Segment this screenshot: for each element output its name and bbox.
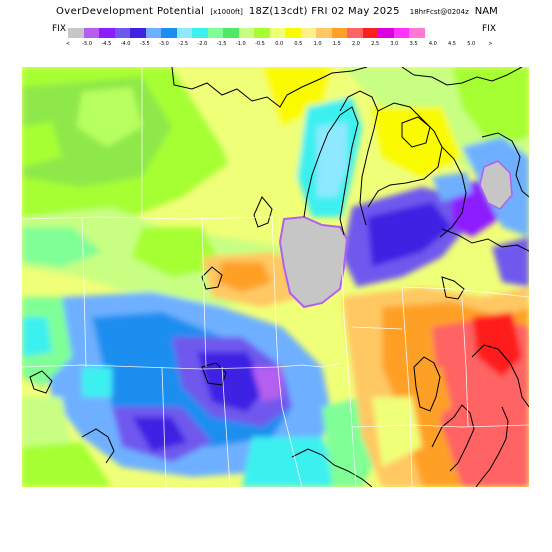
scale-tick-label: <: [65, 41, 71, 47]
scale-tick-label: -0.5: [255, 41, 265, 47]
scale-tick-label: 1.5: [332, 41, 341, 47]
product-name: OverDevelopment Potential: [56, 6, 205, 17]
scale-swatch: [362, 28, 378, 38]
scale-tick-label: -3.5: [139, 41, 150, 47]
scale-tick-label: 5.0: [467, 41, 476, 47]
forecast-hour: 18hrFcst@0204z: [409, 8, 469, 16]
scale-tick-label: 0.0: [275, 41, 284, 47]
map-title: OverDevelopment Potential [x1000ft] 18Z(…: [0, 6, 552, 20]
scale-tick-label: -3.0: [159, 41, 169, 47]
fix-label-right: FIX: [482, 24, 496, 34]
scale-tick-label: 4.5: [448, 41, 456, 47]
scale-swatch: [68, 28, 84, 38]
scale-swatch: [207, 28, 223, 38]
color-scale-ticks: < -5.0 -4.5 -4.0 -3.5 -3.0 -2.5 -2.0 -1.5 -1.0 -0.…: [61, 41, 501, 49]
scale-swatch: [99, 28, 115, 38]
scale-swatch: [393, 28, 409, 38]
scale-swatch: [83, 28, 99, 38]
model-name: NAM: [474, 6, 498, 17]
scale-swatch: [316, 28, 332, 38]
scale-tick-label: -5.0: [82, 41, 93, 47]
shaded-field: [22, 67, 529, 487]
coastlines: [29, 67, 529, 487]
scale-tick-label: -1.5: [216, 41, 227, 47]
state-borders: [22, 67, 529, 487]
fix-area-east: [479, 160, 513, 210]
scale-swatch: [285, 28, 301, 38]
scale-tick-label: -2.0: [197, 41, 208, 47]
scale-tick-label: 3.0: [390, 41, 399, 47]
scale-tick-label: 1.0: [313, 41, 322, 47]
scale-tick-label: -2.5: [178, 41, 189, 47]
scale-tick-label: 2.0: [352, 41, 360, 47]
fix-area-lake: [278, 215, 349, 309]
scale-tick-label: -4.5: [101, 41, 112, 47]
scale-swatch: [238, 28, 254, 38]
scale-tick-label: >: [488, 41, 493, 47]
scale-swatch: [130, 28, 146, 38]
valid-time: 18Z(13cdt) FRI 02 May 2025: [248, 6, 400, 17]
scale-swatch: [331, 28, 347, 38]
scale-swatch: [192, 28, 208, 38]
scale-swatch: [176, 28, 192, 38]
scale-tick-label: 0.5: [294, 41, 303, 47]
scale-tick-label: 4.0: [428, 41, 437, 47]
scale-swatch: [114, 28, 130, 38]
scale-swatch: [269, 28, 285, 38]
scale-swatch: [254, 28, 270, 38]
scale-tick-label: 2.5: [371, 41, 380, 47]
scale-swatch: [161, 28, 177, 38]
scale-swatch: [409, 28, 425, 38]
color-scale: [68, 28, 425, 38]
units-label: [x1000ft]: [210, 8, 243, 16]
forecast-map: [22, 67, 529, 487]
field-plot: [22, 67, 529, 487]
fix-label-left: FIX: [52, 24, 66, 34]
scale-swatch: [347, 28, 363, 38]
scale-swatch: [223, 28, 239, 38]
scale-tick-label: 3.5: [409, 41, 418, 47]
scale-swatch: [145, 28, 161, 38]
scale-tick-label: -1.0: [235, 41, 246, 47]
scale-swatch: [300, 28, 316, 38]
scale-swatch: [378, 28, 394, 38]
scale-tick-label: -4.0: [120, 41, 131, 47]
